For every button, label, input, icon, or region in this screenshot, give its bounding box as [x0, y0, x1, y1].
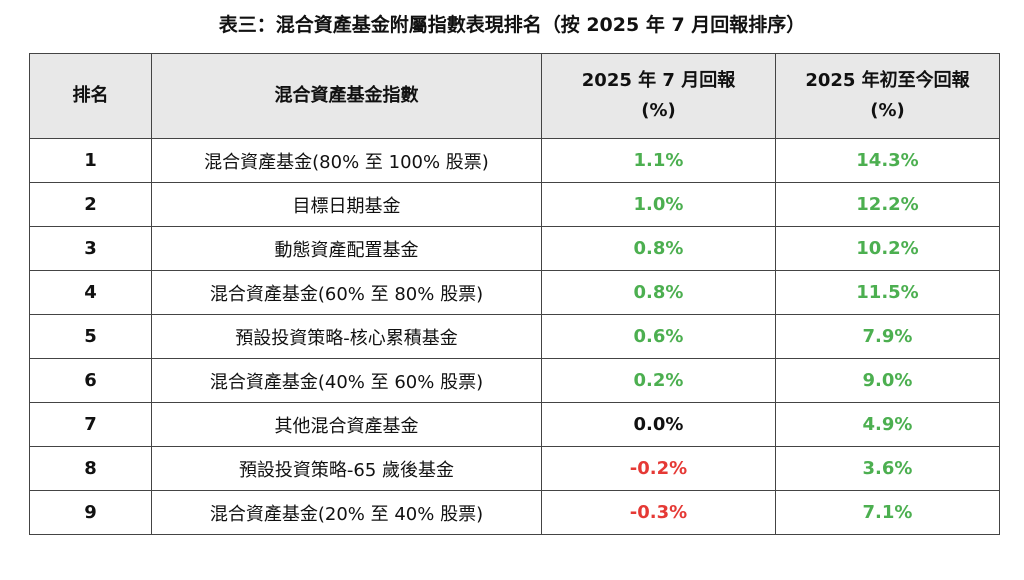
- rank-cell: 3: [29, 226, 152, 271]
- table-body: 1 混合資產基金(80% 至 100% 股票) 1.1% 14.3% 2 目標日期基金 1.…: [29, 138, 1000, 535]
- index-name-cell: 混合資產基金(80% 至 100% 股票): [151, 138, 542, 183]
- index-name-cell: 混合資產基金(60% 至 80% 股票): [151, 270, 542, 315]
- index-name-cell: 預設投資策略-核心累積基金: [151, 314, 542, 359]
- header-ytd-return: 2025 年初至今回報 (%): [775, 53, 1000, 139]
- ytd-return-cell: 14.3%: [775, 138, 1000, 183]
- july-return-cell: 1.0%: [541, 182, 776, 227]
- index-name-cell: 混合資產基金(20% 至 40% 股票): [151, 490, 542, 535]
- ytd-return-cell: 7.1%: [775, 490, 1000, 535]
- header-index-name: 混合資產基金指數: [151, 53, 542, 139]
- table-row: 2 目標日期基金 1.0% 12.2%: [29, 182, 1000, 227]
- header-rank: 排名: [29, 53, 152, 139]
- july-return-cell: 0.2%: [541, 358, 776, 403]
- ytd-return-cell: 3.6%: [775, 446, 1000, 491]
- index-name-cell: 目標日期基金: [151, 182, 542, 227]
- rank-cell: 8: [29, 446, 152, 491]
- rank-cell: 7: [29, 402, 152, 447]
- july-return-cell: -0.2%: [541, 446, 776, 491]
- ytd-return-cell: 10.2%: [775, 226, 1000, 271]
- july-return-cell: 0.0%: [541, 402, 776, 447]
- index-name-cell: 混合資產基金(40% 至 60% 股票): [151, 358, 542, 403]
- rank-cell: 9: [29, 490, 152, 535]
- index-name-cell: 其他混合資產基金: [151, 402, 542, 447]
- table-row: 7 其他混合資產基金 0.0% 4.9%: [29, 402, 1000, 447]
- table-row: 6 混合資產基金(40% 至 60% 股票) 0.2% 9.0%: [29, 358, 1000, 403]
- rank-cell: 6: [29, 358, 152, 403]
- ytd-return-cell: 4.9%: [775, 402, 1000, 447]
- index-name-cell: 預設投資策略-65 歲後基金: [151, 446, 542, 491]
- ytd-return-cell: 7.9%: [775, 314, 1000, 359]
- table-row: 8 預設投資策略-65 歲後基金 -0.2% 3.6%: [29, 446, 1000, 491]
- header-row: 排名 混合資產基金指數 2025 年 7 月回報 (%) 2025 年初至今回報…: [29, 53, 1000, 139]
- table-row: 5 預設投資策略-核心累積基金 0.6% 7.9%: [29, 314, 1000, 359]
- july-return-cell: -0.3%: [541, 490, 776, 535]
- ytd-return-cell: 9.0%: [775, 358, 1000, 403]
- index-name-cell: 動態資產配置基金: [151, 226, 542, 271]
- rank-cell: 5: [29, 314, 152, 359]
- july-return-cell: 0.8%: [541, 226, 776, 271]
- ytd-return-cell: 11.5%: [775, 270, 1000, 315]
- header-ytd-return-unit: (%): [870, 100, 905, 121]
- rank-cell: 2: [29, 182, 152, 227]
- header-july-return-unit: (%): [641, 100, 676, 121]
- table-title: 表三：混合資產基金附屬指數表現排名（按 2025 年 7 月回報排序）: [218, 14, 806, 36]
- july-return-cell: 1.1%: [541, 138, 776, 183]
- table-row: 3 動態資產配置基金 0.8% 10.2%: [29, 226, 1000, 271]
- rank-cell: 1: [29, 138, 152, 183]
- ytd-return-cell: 12.2%: [775, 182, 1000, 227]
- header-ytd-return-label: 2025 年初至今回報: [805, 70, 970, 91]
- table-row: 1 混合資產基金(80% 至 100% 股票) 1.1% 14.3%: [29, 138, 1000, 183]
- table-row: 9 混合資產基金(20% 至 40% 股票) -0.3% 7.1%: [29, 490, 1000, 535]
- ranking-table: 排名 混合資產基金指數 2025 年 7 月回報 (%) 2025 年初至今回報…: [29, 53, 1000, 535]
- rank-cell: 4: [29, 270, 152, 315]
- header-july-return-label: 2025 年 7 月回報: [581, 70, 736, 91]
- july-return-cell: 0.8%: [541, 270, 776, 315]
- header-july-return: 2025 年 7 月回報 (%): [541, 53, 776, 139]
- july-return-cell: 0.6%: [541, 314, 776, 359]
- table-row: 4 混合資產基金(60% 至 80% 股票) 0.8% 11.5%: [29, 270, 1000, 315]
